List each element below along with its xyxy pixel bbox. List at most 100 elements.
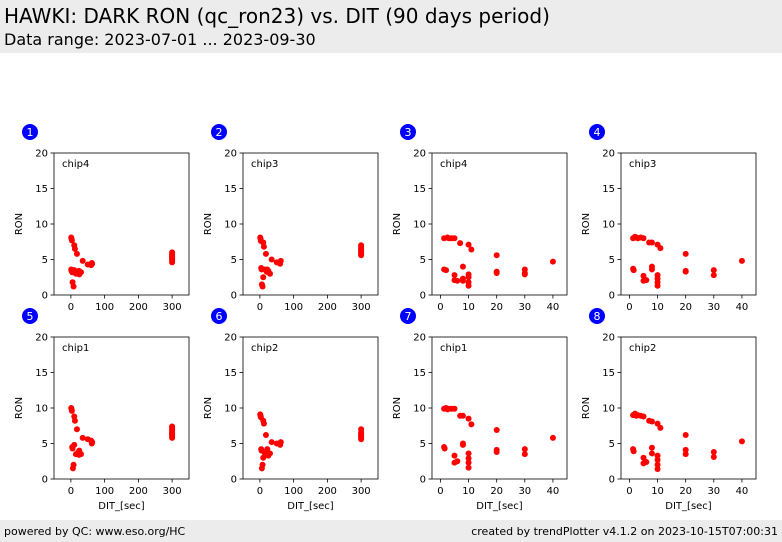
data-point — [441, 445, 448, 452]
data-point — [549, 258, 556, 265]
data-point — [71, 245, 78, 252]
y-tick-label: 10 — [224, 220, 237, 231]
y-axis-label: RON — [14, 213, 25, 235]
data-point — [648, 418, 655, 425]
data-point — [654, 461, 661, 468]
x-tick-label: 100 — [284, 302, 303, 313]
data-point — [468, 246, 475, 253]
y-tick-label: 0 — [42, 291, 48, 302]
x-tick-label: 30 — [518, 302, 531, 313]
data-point — [68, 407, 75, 414]
data-point — [465, 459, 472, 466]
panel-number-badge — [22, 308, 38, 324]
y-tick-label: 0 — [420, 291, 426, 302]
page-subtitle: Data range: 2023-07-01 ... 2023-09-30 — [4, 30, 316, 49]
data-point — [648, 239, 655, 246]
chip-label: chip4 — [62, 159, 89, 170]
chart-panel-2: 0 100 200 300 0 5 10 15 20 RON chip3 2 — [203, 124, 379, 313]
data-point — [630, 448, 637, 455]
data-point — [640, 413, 647, 420]
y-tick-label: 10 — [602, 220, 615, 231]
x-tick-label: 0 — [437, 486, 443, 497]
x-tick-label: 300 — [352, 486, 371, 497]
x-tick-label: 100 — [284, 486, 303, 497]
data-point — [451, 272, 458, 279]
y-tick-label: 15 — [224, 184, 237, 195]
y-tick-label: 5 — [609, 255, 615, 266]
x-tick-label: 100 — [95, 302, 114, 313]
y-tick-label: 20 — [602, 149, 615, 160]
data-point — [465, 415, 472, 422]
chart-panel-3: 0 10 20 30 40 0 5 10 15 20 RON chip4 3 — [392, 124, 568, 313]
data-point — [443, 267, 450, 274]
data-point — [465, 455, 472, 462]
data-point — [78, 269, 84, 276]
data-point — [738, 438, 745, 445]
chip-label: chip4 — [440, 159, 467, 170]
data-point — [451, 452, 458, 459]
panel-number-label: 5 — [27, 310, 34, 323]
data-point — [493, 427, 500, 434]
chart-panel-6: 0 100 200 300 0 5 10 15 20 RON DIT_[sec] chip2 6 — [203, 308, 379, 512]
data-point — [654, 466, 661, 473]
x-tick-label: 20 — [679, 486, 692, 497]
data-point — [465, 450, 472, 457]
data-point — [454, 277, 461, 284]
y-tick-label: 0 — [609, 475, 615, 486]
data-point — [682, 446, 689, 453]
chip-label: chip2 — [629, 343, 656, 354]
x-tick-label: 20 — [490, 302, 503, 313]
data-point — [169, 254, 176, 261]
y-tick-label: 15 — [413, 368, 426, 379]
y-axis-label: RON — [14, 397, 25, 419]
data-point — [459, 263, 466, 270]
x-tick-label: 200 — [318, 486, 337, 497]
data-point — [465, 274, 472, 281]
data-point — [493, 269, 500, 276]
data-point — [682, 451, 689, 458]
x-tick-label: 200 — [129, 302, 148, 313]
panel-number-badge — [400, 308, 416, 324]
data-point — [521, 446, 528, 453]
data-point — [738, 257, 745, 264]
y-tick-label: 5 — [42, 255, 48, 266]
panel-number-badge — [211, 124, 227, 140]
data-point — [358, 242, 365, 249]
data-point — [648, 444, 655, 451]
y-tick-label: 15 — [35, 368, 48, 379]
x-axis-label: DIT_[sec] — [476, 501, 523, 512]
y-tick-label: 15 — [224, 368, 237, 379]
panel-number-badge — [400, 124, 416, 140]
chart-panel-7: 0 10 20 30 40 0 5 10 15 20 RON DIT_[sec] chip1 7 — [392, 308, 568, 512]
x-tick-label: 30 — [518, 486, 531, 497]
y-tick-label: 5 — [420, 255, 426, 266]
data-point — [262, 431, 269, 438]
data-point — [654, 456, 661, 463]
data-point — [267, 450, 273, 457]
chart-panel-1: 0 100 200 300 0 5 10 15 20 RON chip4 1 — [14, 124, 190, 313]
data-point — [73, 250, 80, 257]
data-point — [268, 256, 275, 263]
x-axis-label: DIT_[sec] — [665, 501, 712, 512]
data-point — [358, 432, 365, 439]
data-point — [358, 426, 365, 433]
y-tick-label: 15 — [413, 184, 426, 195]
y-tick-label: 0 — [231, 291, 237, 302]
data-point — [648, 450, 655, 457]
chip-label: chip1 — [440, 343, 467, 354]
y-tick-label: 20 — [413, 149, 426, 160]
x-tick-label: 40 — [547, 486, 560, 497]
data-point — [70, 461, 77, 468]
data-point — [262, 250, 269, 257]
y-tick-label: 5 — [420, 439, 426, 450]
y-tick-label: 5 — [231, 439, 237, 450]
data-point — [358, 247, 365, 254]
x-axis-label: DIT_[sec] — [98, 501, 145, 512]
y-axis-label: RON — [203, 213, 214, 235]
panel-number-badge — [211, 308, 227, 324]
data-point — [78, 451, 84, 458]
y-tick-label: 20 — [224, 149, 237, 160]
data-point — [682, 268, 689, 275]
panel-number-label: 7 — [405, 310, 412, 323]
